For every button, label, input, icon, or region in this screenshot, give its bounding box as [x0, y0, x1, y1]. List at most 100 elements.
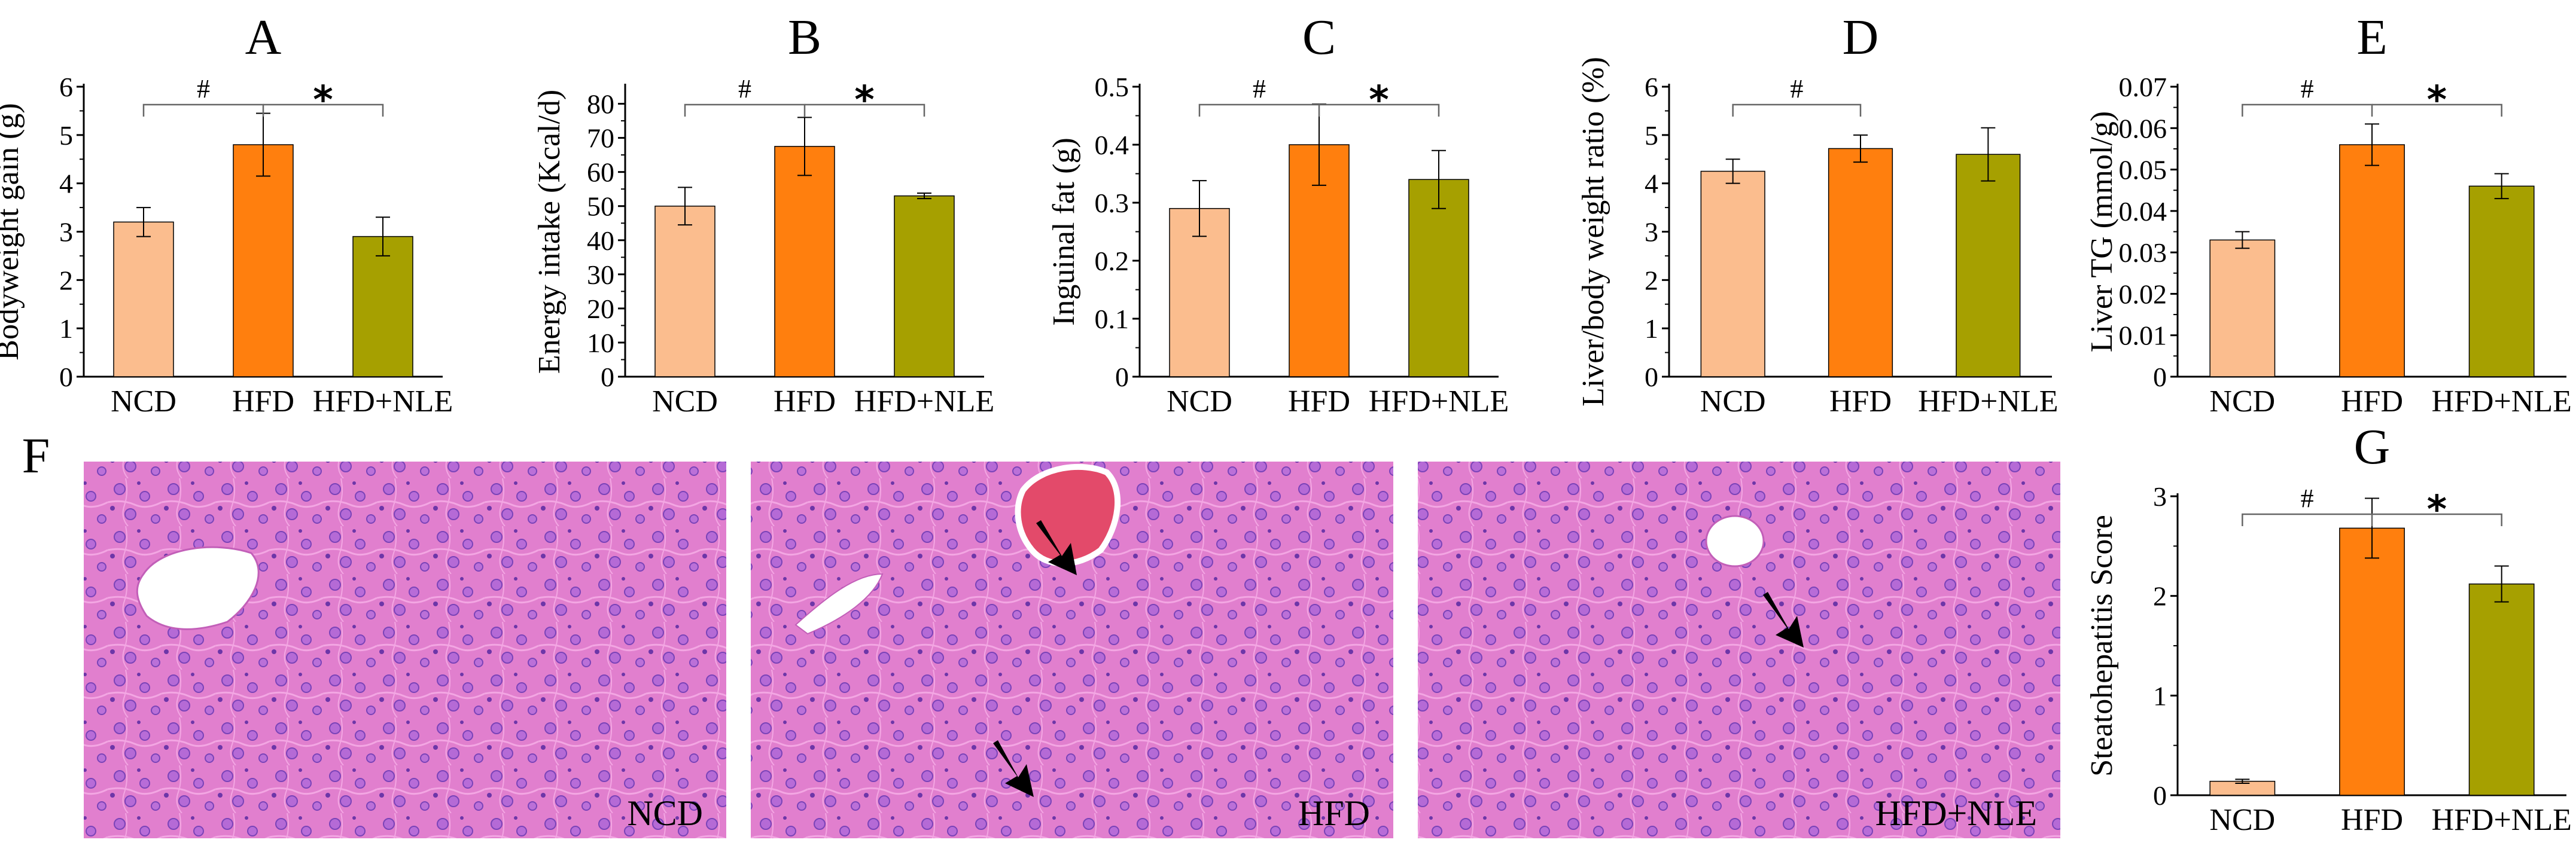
category-label-d-2: HFD+NLE: [1918, 384, 2058, 419]
y-tick-label-b: 60: [587, 157, 614, 188]
category-label-d-0: NCD: [1700, 384, 1766, 419]
category-label-b-2: HFD+NLE: [854, 384, 994, 419]
micrograph-ncd-label: NCD: [627, 793, 703, 833]
y-tick-label-c: 0.1: [1095, 304, 1129, 334]
category-label-b-0: NCD: [652, 384, 718, 419]
micrograph-hfd-nle-label: HFD+NLE: [1875, 793, 2038, 833]
significance-star-g: *: [2427, 488, 2447, 532]
y-axis-title-e: Liver TG (mmol/g): [2085, 111, 2119, 352]
y-tick-label-g: 0: [2153, 780, 2167, 811]
y-axis-title-b: Energy intake (Kcal/d): [532, 90, 567, 374]
category-label-e-1: HFD: [2341, 384, 2403, 419]
y-tick-label-c: 0.2: [1095, 246, 1129, 276]
panel-letter-g: G: [2354, 419, 2391, 475]
bar-b-2: [894, 195, 955, 377]
y-tick-label-d: 0: [1645, 362, 1658, 392]
bar-b-1: [774, 146, 835, 377]
category-label-g-0: NCD: [2209, 803, 2275, 837]
y-tick-label-e: 0.04: [2119, 196, 2167, 227]
panel-letter-d: D: [1843, 10, 1879, 65]
micrograph-hfd-nle-arrow: [1763, 592, 1804, 648]
y-tick-label-b: 70: [587, 123, 614, 154]
y-tick-label-e: 0.05: [2119, 155, 2167, 185]
significance-star-b: *: [854, 78, 874, 123]
bar-a-0: [113, 221, 174, 377]
y-tick-label-b: 40: [587, 225, 614, 256]
significance-star-c: *: [1369, 78, 1389, 123]
bar-g-2: [2468, 583, 2535, 796]
bar-d-1: [1828, 148, 1893, 377]
bar-a-1: [233, 144, 294, 377]
y-tick-label-c: 0.5: [1095, 72, 1129, 102]
category-label-a-2: HFD+NLE: [313, 384, 453, 419]
y-tick-label-b: 0: [601, 362, 614, 392]
significance-star-a: *: [313, 78, 333, 123]
category-label-e-0: NCD: [2209, 384, 2275, 419]
micrograph-hfd-arrow-1: [1036, 520, 1077, 575]
bar-b-0: [654, 205, 715, 377]
bracket-hash-e: [2242, 103, 2373, 117]
significance-hash-a: #: [197, 74, 210, 103]
micrograph-ncd: NCD: [84, 462, 726, 838]
micrograph-ncd-tissue: [84, 462, 726, 838]
bracket-hash-d: [1732, 103, 1862, 117]
panel-letter-f: F: [22, 428, 50, 484]
y-tick-label-a: 4: [59, 169, 73, 199]
micrograph-hfd-arrow-2: [993, 740, 1034, 797]
category-label-e-2: HFD+NLE: [2431, 384, 2571, 419]
significance-hash-d: #: [1790, 74, 1803, 103]
y-axis-title-a: Bodyweight gain (g): [0, 103, 25, 360]
bracket-star-b: [805, 103, 925, 117]
bracket-star-g: [2372, 513, 2502, 526]
panel-letter-a: A: [245, 10, 282, 65]
bracket-hash-g: [2242, 513, 2373, 526]
bar-e-0: [2209, 239, 2276, 377]
significance-hash-e: #: [2301, 74, 2314, 103]
category-label-c-1: HFD: [1288, 384, 1350, 419]
y-tick-label-a: 6: [59, 72, 73, 102]
category-label-b-1: HFD: [774, 384, 836, 419]
y-tick-label-c: 0.3: [1095, 188, 1129, 218]
panel-letter-c: C: [1302, 10, 1336, 65]
y-tick-label-e: 0.01: [2119, 320, 2167, 351]
y-tick-label-a: 5: [59, 120, 73, 151]
chart-panel-c: C 0 0.1 0.2 0.3 0.4 0.5 Inguinal fat (g) NCD HFD H…: [1047, 10, 1509, 419]
category-label-a-0: NCD: [111, 384, 176, 419]
y-tick-label-c: 0.4: [1095, 130, 1129, 160]
y-tick-label-d: 5: [1645, 120, 1658, 151]
y-tick-label-b: 10: [587, 328, 614, 358]
micrograph-hfd: HFD: [751, 462, 1393, 838]
chart-panel-a: A 0 1 2 3 4 5 6 Bodyweight gain (g) NCD HFD HFD+NLE…: [0, 10, 453, 419]
y-tick-label-b: 50: [587, 191, 614, 222]
y-tick-label-d: 1: [1645, 313, 1658, 344]
y-tick-label-e: 0.03: [2119, 237, 2167, 268]
y-tick-label-d: 6: [1645, 72, 1658, 102]
y-tick-label-a: 1: [59, 313, 73, 344]
significance-hash-b: #: [738, 74, 751, 103]
panel-letter-b: B: [788, 10, 821, 65]
bracket-hash-a: [142, 103, 264, 117]
significance-star-e: *: [2427, 78, 2447, 123]
y-axis-title-c: Inguinal fat (g): [1047, 138, 1081, 326]
y-tick-label-d: 3: [1645, 217, 1658, 248]
category-label-g-2: HFD+NLE: [2431, 803, 2571, 837]
significance-hash-c: #: [1253, 74, 1266, 103]
y-tick-label-g: 3: [2153, 481, 2167, 512]
bar-a-2: [352, 236, 413, 377]
panel-letter-e: E: [2356, 10, 2387, 65]
y-tick-label-b: 30: [587, 259, 614, 290]
category-label-d-1: HFD: [1829, 384, 1892, 419]
y-axis-title-d: Liver/body weight ratio (%): [1576, 57, 1610, 407]
bar-c-2: [1408, 179, 1469, 377]
chart-panel-g: G 0 1 2 3 Steatohepatitis Score NCD HFD HFD+NLE #…: [2085, 419, 2572, 837]
bar-d-2: [1956, 154, 2021, 377]
micrograph-ncd-central-vein: [136, 546, 260, 630]
y-tick-label-a: 0: [59, 362, 73, 392]
y-tick-label-e: 0.02: [2119, 279, 2167, 309]
micrograph-hfd-label: HFD: [1298, 793, 1370, 833]
y-tick-label-a: 2: [59, 265, 73, 295]
y-tick-label-d: 2: [1645, 265, 1658, 295]
